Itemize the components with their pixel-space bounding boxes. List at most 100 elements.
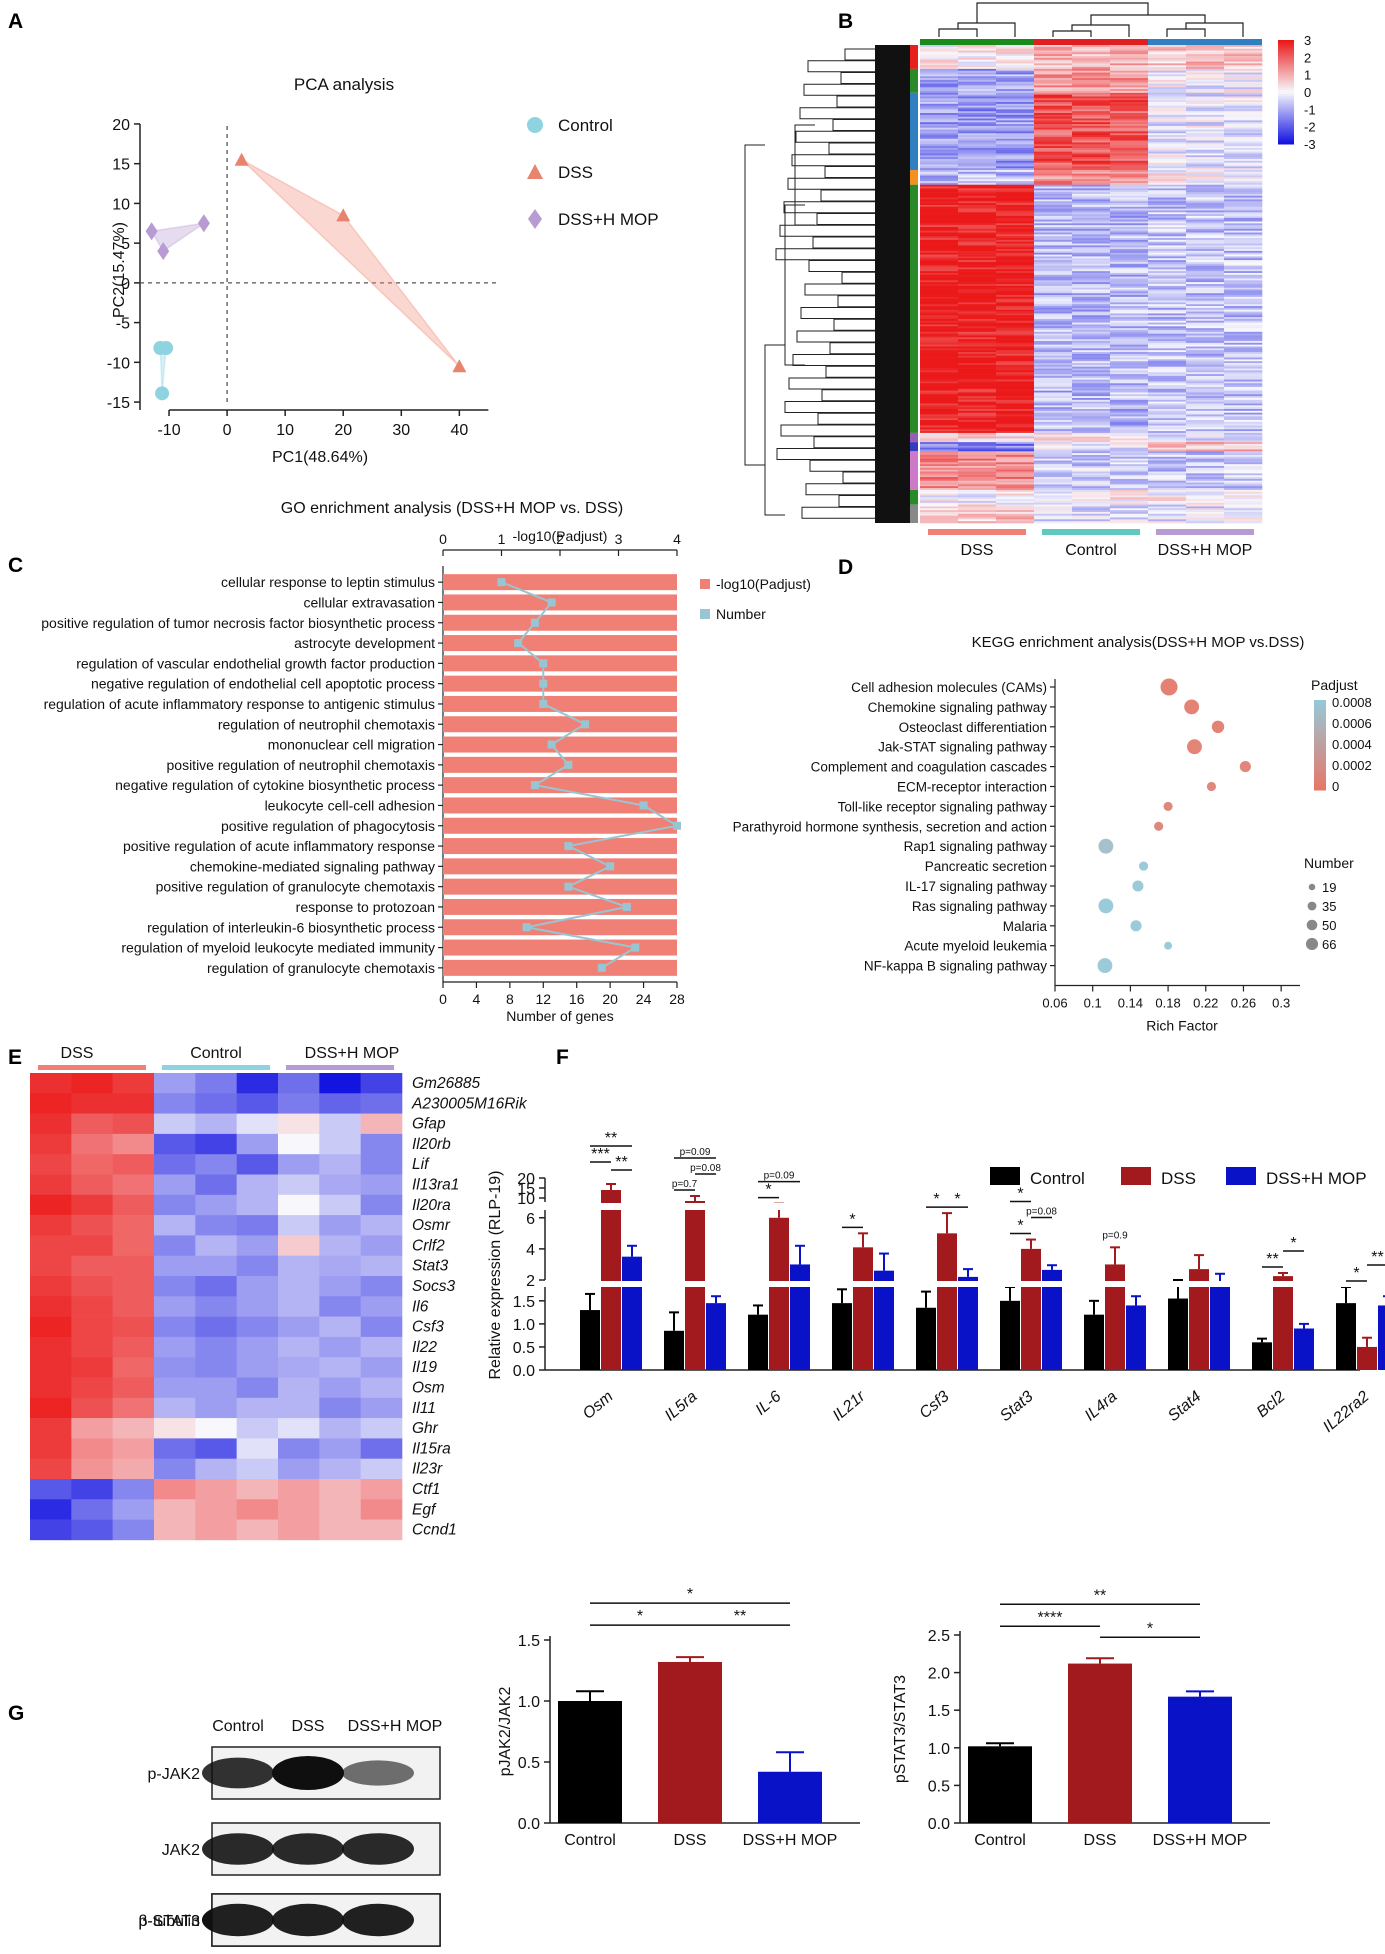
heatmap-b-cell <box>1034 440 1073 443</box>
heatmap-b-cell <box>1186 445 1225 448</box>
heatmap-b-scale-label: 3 <box>1304 33 1311 48</box>
heatmap-b-dendro-left <box>804 283 875 296</box>
heatmap-b-cell <box>1224 504 1263 507</box>
heatmap-b-cluster-strip <box>910 432 918 443</box>
heatmap-b-cell <box>1034 219 1073 222</box>
heatmap-b-cell <box>996 241 1035 244</box>
g-sig-label: * <box>637 1608 643 1625</box>
heatmap-b-cell <box>1148 263 1187 266</box>
heatmap-b-cell <box>1034 431 1073 434</box>
heatmap-b-cell <box>1110 302 1149 305</box>
heatmap-b-cell <box>958 495 997 498</box>
heatmap-b-cell <box>1186 125 1225 129</box>
heatmap-b-cell <box>958 61 997 64</box>
heatmap-b-cell <box>1186 418 1225 421</box>
heatmap-b-scale-step <box>1278 52 1294 55</box>
heatmap-b-cell <box>1072 493 1111 496</box>
heatmap-b-cell <box>920 182 959 186</box>
heatmap-b-cell <box>1072 515 1111 518</box>
heatmap-b-cell <box>920 480 959 483</box>
heatmap-b-cell <box>996 475 1035 478</box>
heatmap-b-cell <box>1034 81 1073 84</box>
f-axis-break-gap <box>1166 1203 1232 1210</box>
heatmap-b-cell <box>1186 149 1225 152</box>
heatmap-b-cell <box>920 68 959 72</box>
heatmap-b-cell <box>1186 278 1225 281</box>
heatmap-b-cell <box>1224 453 1263 456</box>
heatmap-b-cell <box>1034 247 1073 250</box>
heatmap-b-cell <box>1034 142 1073 145</box>
heatmap-b-cell <box>920 168 959 171</box>
heatmap-b-cell <box>996 361 1035 364</box>
heatmap-b-cell <box>1148 315 1187 318</box>
heatmap-b-cell <box>1186 460 1225 463</box>
kegg-size-legend-label: 19 <box>1322 880 1336 895</box>
heatmap-b-cell <box>1148 217 1187 220</box>
heatmap-b-cell <box>1224 399 1263 402</box>
heatmap-e-cell <box>319 1479 361 1500</box>
heatmap-e-cell <box>112 1255 155 1277</box>
heatmap-b-cell <box>1034 188 1073 191</box>
heatmap-b-cell <box>1224 282 1263 285</box>
heatmap-b-cell <box>958 328 997 331</box>
heatmap-b-cell <box>958 113 997 116</box>
heatmap-b-cell <box>1034 489 1073 493</box>
heatmap-b-cell <box>958 230 997 233</box>
heatmap-b-cell <box>1072 295 1111 298</box>
heatmap-e-gene-label: Lif <box>412 1156 430 1173</box>
heatmap-b-cell <box>1148 355 1187 358</box>
heatmap-b-cell <box>958 443 997 447</box>
heatmap-b-cell <box>1072 138 1111 141</box>
heatmap-b-cell <box>1186 510 1225 513</box>
heatmap-b-cell <box>1034 227 1073 230</box>
heatmap-b-cell <box>1224 478 1263 482</box>
kegg-category-label: Malaria <box>1003 919 1048 934</box>
heatmap-b-cell <box>1110 87 1149 90</box>
heatmap-b-cell <box>920 109 959 112</box>
heatmap-b-cell <box>920 469 959 472</box>
heatmap-b-cell <box>1072 306 1111 309</box>
heatmap-b-cell <box>1034 491 1073 494</box>
heatmap-b-cell <box>1186 477 1225 480</box>
heatmap-e-cell <box>319 1154 361 1175</box>
heatmap-b-cell <box>1186 394 1225 397</box>
heatmap-b-cell <box>1034 89 1073 92</box>
go-legend-swatch-number <box>700 609 710 619</box>
go-category-label: mononuclear cell migration <box>268 737 435 753</box>
heatmap-b-cell <box>958 177 997 180</box>
heatmap-b-cell <box>920 392 959 395</box>
heatmap-b-cell <box>1148 449 1187 452</box>
heatmap-b-cell <box>1072 379 1111 382</box>
heatmap-b-cell <box>996 85 1035 88</box>
heatmap-b-cell <box>1072 366 1111 369</box>
g-bar <box>1068 1663 1132 1823</box>
heatmap-b-cell <box>996 227 1035 230</box>
heatmap-b-cell <box>1034 92 1073 95</box>
heatmap-b-cell <box>1224 171 1263 174</box>
heatmap-b-cell <box>1034 59 1073 62</box>
heatmap-b-dendro-top <box>1166 28 1206 37</box>
heatmap-b-cell <box>1224 519 1263 522</box>
heatmap-b-cell <box>1072 177 1111 180</box>
heatmap-b-cell <box>1186 214 1225 217</box>
heatmap-b-cell <box>1148 385 1187 388</box>
kegg-size-legend-label: 35 <box>1322 899 1336 914</box>
heatmap-b-cell <box>920 107 959 110</box>
heatmap-e-cell <box>360 1519 403 1541</box>
heatmap-b-cell <box>958 374 997 377</box>
heatmap-b-cell <box>1072 298 1111 301</box>
heatmap-b-cell <box>1224 245 1263 248</box>
heatmap-b-cell <box>1148 232 1187 235</box>
heatmap-b-cell <box>1072 90 1111 94</box>
heatmap-b-cell <box>1072 140 1111 143</box>
heatmap-b-cell <box>958 170 997 173</box>
heatmap-b-cell <box>920 510 959 513</box>
g-bar <box>558 1701 622 1823</box>
heatmap-e-gene-label: Socs3 <box>412 1278 455 1295</box>
heatmap-e-cell <box>71 1316 113 1338</box>
heatmap-b-cell <box>1072 215 1111 219</box>
heatmap-b-cell <box>920 76 959 79</box>
heatmap-b-cell <box>996 329 1035 333</box>
heatmap-b-cell <box>1148 50 1187 53</box>
